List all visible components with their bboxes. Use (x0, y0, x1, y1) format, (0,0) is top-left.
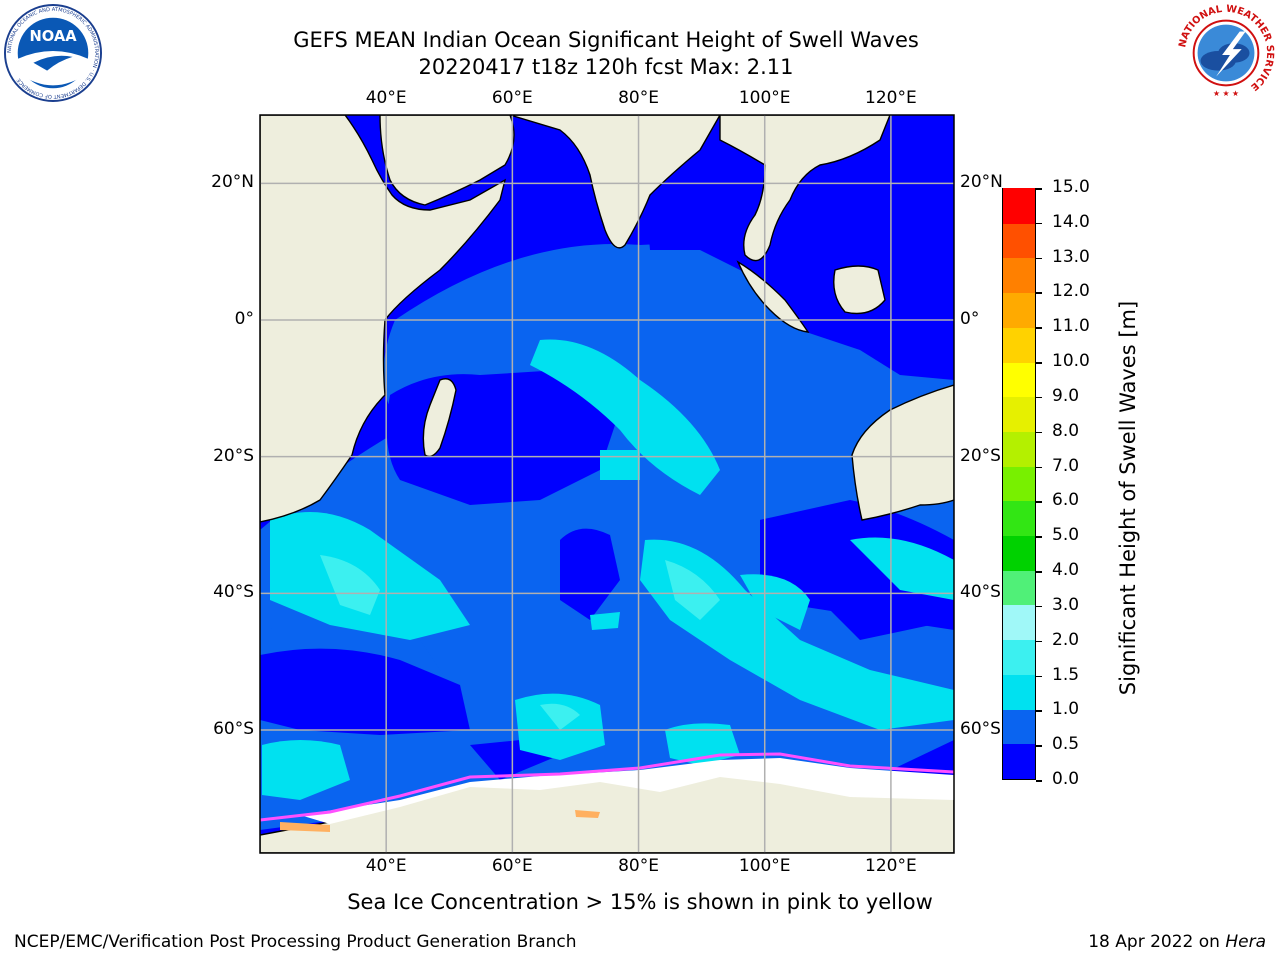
graticule (260, 115, 954, 853)
colorbar-segment (1003, 708, 1035, 745)
colorbar-tick-label: 12.0 (1052, 281, 1090, 302)
colorbar-segment (1003, 430, 1035, 467)
colorbar-tick-mark (1036, 605, 1042, 608)
colorbar-tick-label: 10.0 (1052, 351, 1090, 372)
lon-tick-bottom: 40°E (365, 856, 407, 876)
colorbar-tick-mark (1036, 466, 1042, 469)
colorbar-tick-mark (1036, 257, 1042, 260)
svg-text:★ ★ ★: ★ ★ ★ (1213, 89, 1239, 98)
colorbar-tick-label: 13.0 (1052, 246, 1090, 267)
footer-producer: NCEP/EMC/Verification Post Processing Pr… (14, 932, 577, 952)
colorbar-label: Significant Height of Swell Waves [m] (1116, 300, 1140, 696)
colorbar-segment (1003, 396, 1035, 432)
colorbar-segment (1003, 465, 1035, 502)
sea-ice-note: Sea Ice Concentration > 15% is shown in … (347, 890, 933, 914)
colorbar-tick-label: 6.0 (1052, 490, 1080, 511)
lon-tick-bottom: 80°E (618, 856, 659, 876)
colorbar (1002, 187, 1036, 780)
lon-tick-top: 40°E (365, 88, 407, 108)
colorbar-tick-label: 7.0 (1052, 455, 1080, 476)
colorbar-tick-label: 11.0 (1052, 316, 1090, 337)
colorbar-tick-mark (1036, 780, 1042, 782)
colorbar-tick-mark (1036, 675, 1042, 678)
lon-tick-bottom: 120°E (865, 856, 917, 876)
map-frame (259, 114, 955, 854)
colorbar-segment (1003, 187, 1035, 224)
colorbar-tick-mark (1036, 571, 1042, 573)
land-masses (260, 115, 954, 853)
lat-tick-left: 60°S (213, 719, 254, 739)
colorbar-segment (1003, 222, 1035, 259)
colorbar-tick-mark (1036, 188, 1042, 190)
lon-tick-top: 100°E (738, 88, 791, 108)
colorbar-tick-label: 0.5 (1052, 734, 1080, 755)
lat-tick-left: 40°S (213, 582, 254, 603)
colorbar-tick-label: 9.0 (1052, 385, 1080, 406)
colorbar-tick-label: 4.0 (1052, 560, 1080, 581)
nws-logo-icon: NATIONAL WEATHER SERVICE ★ ★ ★ (1177, 4, 1275, 102)
colorbar-tick-mark (1036, 501, 1042, 503)
colorbar-tick-mark (1036, 362, 1042, 364)
colorbar-segment (1003, 257, 1035, 294)
plot-subtitle: 20220417 t18z 120h fcst Max: 2.11 (418, 55, 794, 79)
colorbar-tick-mark (1036, 536, 1042, 538)
lon-tick-bottom: 60°E (491, 856, 533, 876)
colorbar-tick-label: 15.0 (1052, 177, 1090, 197)
lat-tick-right: 20°S (960, 445, 1001, 466)
colorbar-tick-mark (1036, 710, 1042, 712)
colorbar-tick-mark (1036, 327, 1042, 329)
lat-tick-left: 0° (234, 309, 254, 329)
footer-date-text: 18 Apr 2022 on (1088, 932, 1226, 952)
sea-ice (260, 752, 954, 832)
colorbar-segment (1003, 569, 1035, 606)
colorbar-tick-mark (1036, 640, 1042, 643)
lat-tick-right: 20°N (960, 172, 1003, 193)
colorbar-segment (1003, 534, 1035, 571)
colorbar-tick-mark (1036, 222, 1042, 225)
colorbar-segment (1003, 291, 1035, 328)
colorbar-tick-label: 8.0 (1052, 420, 1080, 441)
lon-tick-top: 60°E (491, 88, 533, 108)
footer-host: Hera (1225, 932, 1266, 952)
footer-date: 18 Apr 2022 on Hera (1088, 932, 1266, 952)
colorbar-segment (1003, 500, 1035, 537)
lat-tick-right: 0° (960, 309, 980, 329)
colorbar-segment (1003, 673, 1035, 710)
colorbar-tick-label: 5.0 (1052, 525, 1080, 546)
colorbar-tick-mark (1036, 745, 1042, 747)
colorbar-tick-mark (1036, 396, 1042, 399)
colorbar-tick-label: 1.0 (1052, 699, 1080, 720)
colorbar-segment (1003, 743, 1035, 779)
colorbar-tick-label: 2.0 (1052, 629, 1080, 650)
lon-tick-top: 120°E (865, 88, 917, 108)
lat-tick-left: 20°S (213, 445, 254, 466)
colorbar-segment (1003, 326, 1035, 363)
noaa-logo-text: NOAA (29, 28, 77, 45)
colorbar-tick-label: 3.0 (1052, 594, 1080, 615)
noaa-logo-icon: NOAA NATIONAL OCEANIC AND ATMOSPHERIC AD… (4, 4, 102, 102)
colorbar-segment (1003, 639, 1035, 675)
colorbar-tick-mark (1036, 292, 1042, 294)
lat-tick-right: 60°S (960, 719, 1001, 739)
lat-tick-left: 20°N (211, 172, 254, 193)
colorbar-segment (1003, 361, 1035, 398)
colorbar-tick-label: 14.0 (1052, 211, 1090, 232)
swell-band-1.5-2.0 (320, 555, 720, 730)
colorbar-segment (1003, 604, 1035, 641)
plot-title: GEFS MEAN Indian Ocean Significant Heigh… (293, 28, 919, 52)
colorbar-tick-mark (1036, 431, 1042, 434)
colorbar-tick-label: 1.5 (1052, 664, 1080, 685)
lat-tick-right: 40°S (960, 582, 1001, 603)
lon-tick-bottom: 100°E (738, 856, 791, 876)
lon-tick-top: 80°E (618, 88, 659, 108)
colorbar-tick-label: 0.0 (1052, 769, 1080, 789)
